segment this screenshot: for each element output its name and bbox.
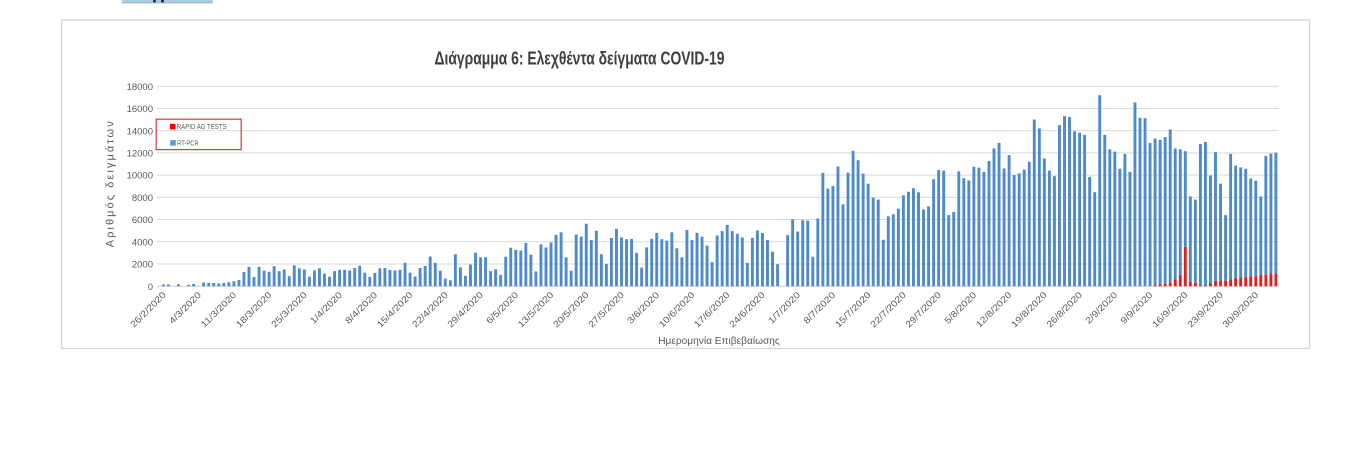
- svg-text:Αριθμός δειγμάτων: Αριθμός δειγμάτων: [105, 121, 117, 248]
- svg-text:8000: 8000: [132, 193, 153, 204]
- svg-text:4000: 4000: [132, 237, 153, 248]
- svg-text:10000: 10000: [127, 171, 153, 182]
- svg-text:RAPID AG TESTS: RAPID AG TESTS: [177, 124, 227, 131]
- svg-text:6000: 6000: [132, 215, 153, 226]
- svg-text:Ημερομηνία Επιβεβαίωσης: Ημερομηνία Επιβεβαίωσης: [658, 335, 780, 347]
- svg-text:0: 0: [148, 282, 153, 293]
- svg-text:RT-PCR: RT-PCR: [177, 141, 199, 148]
- svg-text:12000: 12000: [127, 148, 153, 159]
- svg-text:14000: 14000: [127, 126, 153, 137]
- svg-text:18000: 18000: [127, 82, 153, 93]
- svg-text:2000: 2000: [132, 260, 153, 271]
- svg-text:Διάγραμμα 6: Ελεχθέντα δείγματ: Διάγραμμα 6: Ελεχθέντα δείγματα COVID-19: [435, 49, 725, 69]
- svg-text:16000: 16000: [127, 104, 153, 115]
